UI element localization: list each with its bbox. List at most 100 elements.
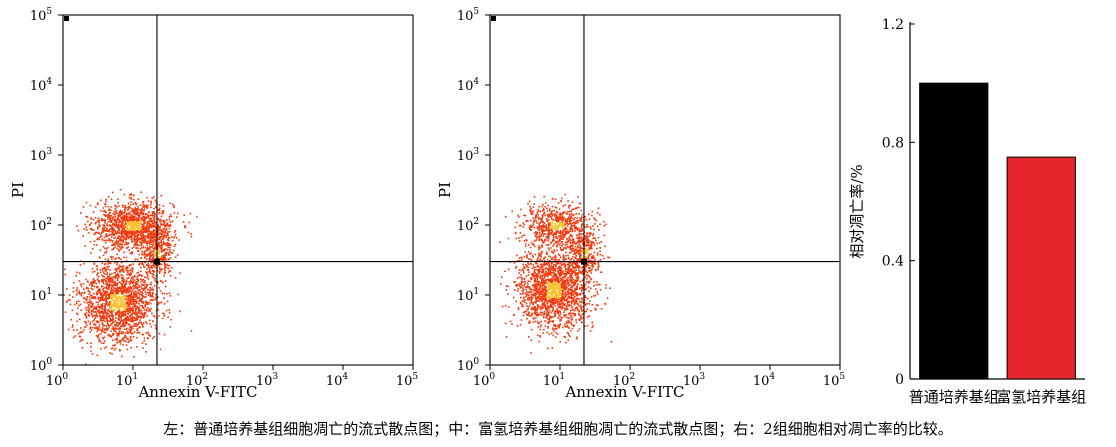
mid-point-727 bbox=[557, 293, 560, 295]
left-point-559 bbox=[127, 209, 129, 211]
left-point-1672 bbox=[141, 263, 143, 265]
mid-point-744 bbox=[562, 270, 564, 273]
left-point-999 bbox=[120, 213, 123, 216]
mid-point-61 bbox=[533, 219, 535, 221]
mid-point-555 bbox=[535, 214, 537, 216]
left-point-4 bbox=[150, 240, 153, 242]
mid-point-347 bbox=[527, 202, 529, 205]
left-point-376 bbox=[105, 241, 107, 244]
left-point-1211 bbox=[135, 226, 138, 229]
left-point-1722 bbox=[133, 300, 136, 302]
mid-point-408 bbox=[591, 241, 593, 243]
left-point-920 bbox=[134, 218, 137, 220]
left-x-tick-label-1: 101 bbox=[116, 372, 138, 389]
left-point-2700 bbox=[105, 302, 107, 304]
left-point-2452 bbox=[122, 303, 125, 306]
left-point-2165 bbox=[129, 307, 132, 310]
mid-point-1489 bbox=[556, 231, 558, 233]
left-point-1149 bbox=[163, 227, 166, 229]
left-point-3079 bbox=[90, 302, 93, 305]
left-point-1943 bbox=[117, 273, 119, 276]
left-point-3074 bbox=[110, 302, 112, 305]
left-point-436 bbox=[97, 202, 99, 204]
left-point-55 bbox=[118, 243, 121, 245]
left-point-2952 bbox=[77, 332, 80, 335]
left-point-1159 bbox=[164, 231, 166, 233]
left-point-1152 bbox=[133, 241, 136, 243]
mid-point-810 bbox=[586, 316, 589, 318]
left-point-744 bbox=[146, 240, 149, 243]
left-point-2066 bbox=[109, 276, 112, 279]
left-point-1068 bbox=[110, 215, 113, 217]
mid-point-1479 bbox=[569, 275, 571, 277]
left-point-81 bbox=[137, 234, 140, 236]
mid-point-396 bbox=[552, 239, 554, 242]
left-point-1075 bbox=[144, 257, 146, 259]
mid-point-499 bbox=[558, 226, 560, 228]
mid-point-925 bbox=[537, 326, 540, 328]
left-point-145 bbox=[123, 229, 125, 231]
mid-point-563 bbox=[563, 233, 565, 236]
left-point-2627 bbox=[145, 283, 148, 286]
left-point-1932 bbox=[115, 270, 118, 273]
left-point-2355 bbox=[118, 264, 121, 267]
left-point-798 bbox=[151, 215, 154, 217]
left-point-2517 bbox=[88, 311, 90, 313]
left-point-2063 bbox=[119, 299, 121, 302]
left-point-1984 bbox=[133, 279, 136, 282]
left-point-1868 bbox=[131, 300, 134, 303]
left-point-2298 bbox=[92, 327, 94, 329]
left-point-3017 bbox=[129, 330, 131, 333]
left-point-635 bbox=[150, 219, 152, 221]
mid-point-454 bbox=[569, 229, 571, 231]
left-point-2466 bbox=[76, 287, 79, 289]
left-point-643 bbox=[156, 227, 159, 229]
left-point-1263 bbox=[130, 236, 133, 238]
mid-point-449 bbox=[568, 236, 570, 239]
left-point-2732 bbox=[96, 285, 98, 288]
mid-point-1231 bbox=[610, 341, 613, 343]
left-point-3059 bbox=[112, 292, 114, 295]
left-point-2488 bbox=[109, 352, 111, 354]
left-point-2287 bbox=[115, 290, 117, 292]
left-point-995 bbox=[115, 221, 118, 224]
left-point-1865 bbox=[135, 284, 137, 286]
mid-point-1314 bbox=[566, 304, 568, 307]
left-point-2210 bbox=[113, 328, 115, 331]
left-point-3058 bbox=[147, 307, 149, 309]
mid-point-421 bbox=[541, 214, 544, 216]
left-point-136 bbox=[147, 242, 149, 244]
mid-point-1208 bbox=[520, 296, 522, 299]
left-point-2610 bbox=[87, 320, 90, 323]
left-point-2576 bbox=[122, 319, 124, 322]
left-point-729 bbox=[95, 221, 97, 224]
mid-point-1332 bbox=[531, 306, 533, 309]
mid-point-184 bbox=[561, 234, 564, 236]
left-point-2683 bbox=[109, 320, 111, 322]
left-point-1285 bbox=[109, 218, 112, 220]
mid-point-1167 bbox=[557, 294, 560, 296]
left-point-2602 bbox=[122, 312, 125, 315]
left-point-677 bbox=[146, 229, 149, 231]
left-point-1683 bbox=[130, 329, 132, 331]
left-point-1278 bbox=[113, 222, 115, 225]
left-point-1985 bbox=[116, 342, 118, 344]
left-point-1677 bbox=[147, 310, 150, 312]
left-point-1839 bbox=[89, 321, 92, 324]
mid-point-390 bbox=[552, 222, 554, 224]
mid-point-1245 bbox=[519, 285, 521, 287]
left-point-1875 bbox=[114, 327, 117, 330]
left-point-2108 bbox=[130, 308, 133, 311]
left-point-1689 bbox=[108, 286, 110, 288]
left-point-2893 bbox=[134, 313, 137, 316]
left-point-1890 bbox=[117, 332, 119, 335]
left-point-1350 bbox=[112, 320, 114, 323]
mid-point-767 bbox=[552, 281, 555, 284]
left-point-2061 bbox=[101, 295, 103, 297]
left-point-2239 bbox=[120, 286, 123, 289]
mid-point-515 bbox=[572, 221, 575, 224]
left-point-927 bbox=[101, 229, 104, 231]
mid-point-1422 bbox=[559, 293, 562, 295]
left-point-689 bbox=[122, 225, 124, 227]
mid-point-1165 bbox=[552, 277, 554, 279]
